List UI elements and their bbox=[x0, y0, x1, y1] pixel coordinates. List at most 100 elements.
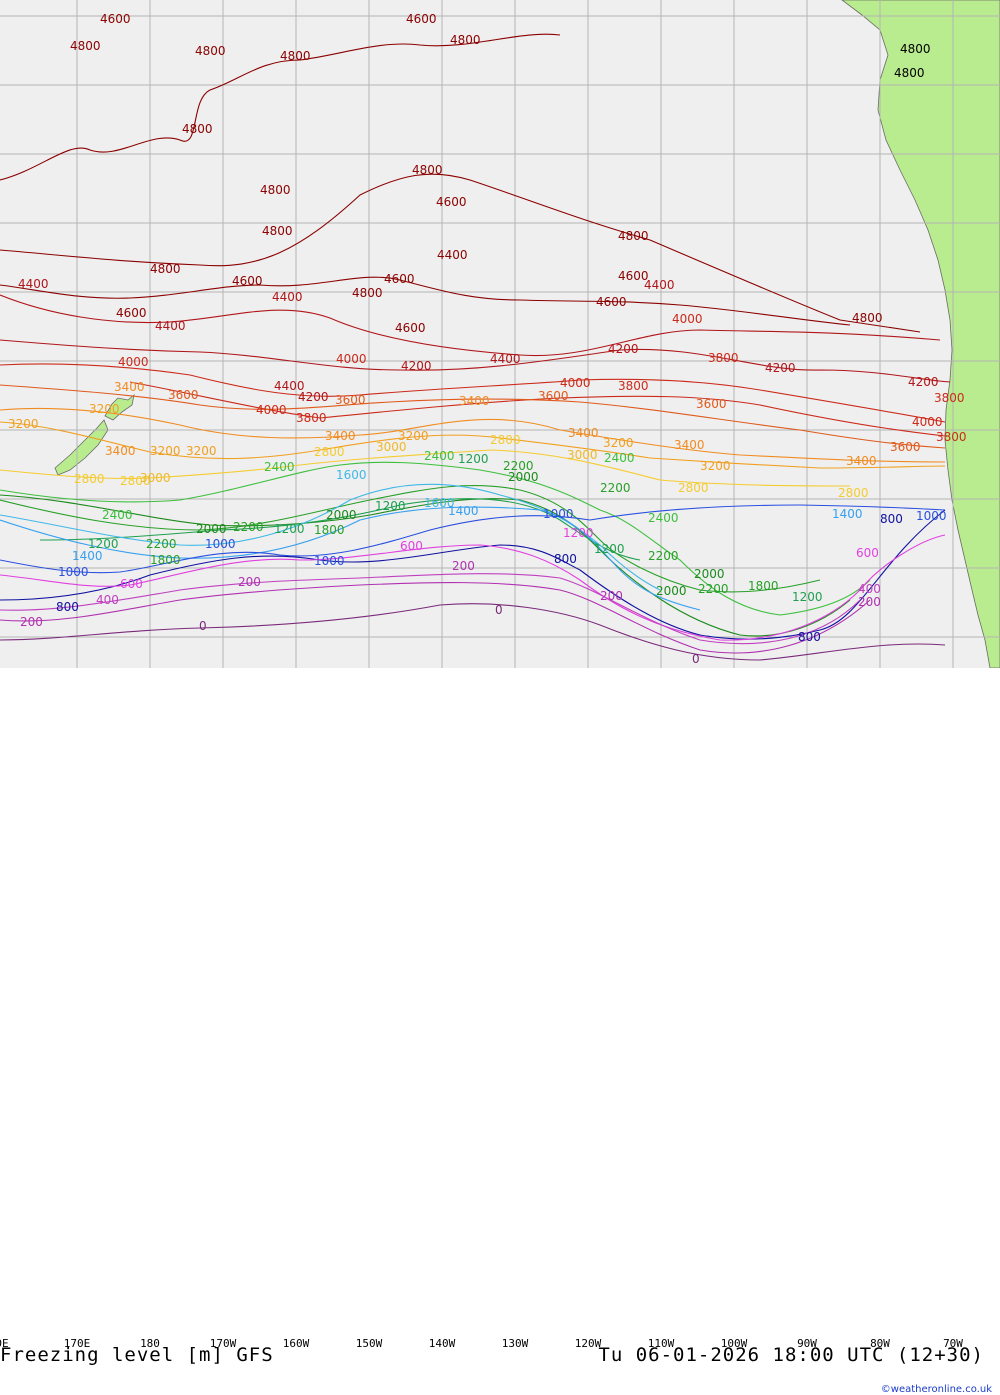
contour-label-1000: 1000 bbox=[58, 565, 89, 579]
contour-label-4600: 4600 bbox=[116, 306, 147, 320]
contour-label-4000: 4000 bbox=[560, 376, 591, 390]
valid-time: Tu 06-01-2026 18:00 UTC (12+30) bbox=[598, 1344, 984, 1366]
lon-tick: 120W bbox=[574, 1337, 602, 1350]
contour-3600 bbox=[0, 384, 946, 449]
graticule bbox=[0, 0, 1000, 668]
contour-label-200: 200 bbox=[238, 575, 261, 589]
contour-label-3400: 3400 bbox=[674, 438, 705, 452]
contour-label-1600: 1200 bbox=[594, 542, 625, 556]
contour-label-800: 800 bbox=[798, 630, 821, 644]
contour-label-2800: 2800 bbox=[120, 474, 151, 488]
contour-3400 bbox=[0, 407, 946, 463]
contour-label-4400: 4400 bbox=[18, 277, 49, 291]
contour-label-3400: 3400 bbox=[846, 454, 877, 468]
contour-200 bbox=[0, 582, 871, 654]
contour-label-2400: 2400 bbox=[264, 460, 295, 474]
south-america-land bbox=[841, 0, 1000, 668]
contour-label-4400: 4400 bbox=[490, 352, 521, 366]
contour-label-800: 800 bbox=[56, 600, 79, 614]
contour-4600 bbox=[0, 276, 851, 326]
contour-label-3200: 3200 bbox=[89, 402, 120, 416]
lon-tick: 160W bbox=[282, 1337, 310, 1350]
contour-label-200: 200 bbox=[20, 615, 43, 629]
contour-label-2400: 2400 bbox=[424, 449, 455, 463]
contour-label-0: 0 bbox=[692, 652, 700, 666]
contour-label-4400: 4400 bbox=[274, 379, 305, 393]
contour-label-400: 400 bbox=[858, 582, 881, 596]
map-footer: 0E 170E 180 170W 160W 150W 140W 130W 120… bbox=[0, 668, 1000, 1395]
contour-label-2000: 2000 bbox=[694, 567, 725, 581]
contour-label-3800: 3800 bbox=[296, 411, 327, 425]
contour-4000 bbox=[0, 363, 946, 423]
contour-4800-north bbox=[0, 33, 561, 181]
contour-label-3200: 3200 bbox=[8, 417, 39, 431]
contour-label-4800: 4800 bbox=[182, 122, 213, 136]
contour-3200 bbox=[0, 421, 946, 469]
contour-labels: 4800 4600 4800 4800 4600 4800 4800 4800 … bbox=[8, 12, 967, 666]
contour-label-4800: 4800 bbox=[450, 33, 481, 47]
contour-label-800: 800 bbox=[554, 552, 577, 566]
contour-4800-mid bbox=[0, 173, 921, 333]
contour-label-1600: 1200 bbox=[88, 537, 119, 551]
contour-1200 bbox=[0, 506, 701, 611]
contour-label-3200: 3200 bbox=[150, 444, 181, 458]
contour-0 bbox=[0, 603, 946, 661]
contour-label-200: 200 bbox=[600, 589, 623, 603]
contour-label-3400: 3400 bbox=[325, 429, 356, 443]
contour-3800 bbox=[129, 381, 946, 437]
contour-label-4800: 4800 bbox=[900, 42, 931, 56]
contour-label-0: 0 bbox=[199, 619, 207, 633]
contour-label-3400: 3400 bbox=[114, 380, 145, 394]
credit-link[interactable]: ©weatheronline.co.uk bbox=[880, 1384, 992, 1395]
contour-label-2600: 2800 bbox=[838, 486, 869, 500]
contour-label-2800: 2800 bbox=[678, 481, 709, 495]
contour-label-4800: 4800 bbox=[70, 39, 101, 53]
contour-label-1600: 1200 bbox=[792, 590, 823, 604]
contour-label-2000: 2000 bbox=[196, 522, 227, 536]
contour-label-3000: 3000 bbox=[567, 448, 598, 462]
contour-label-0: 0 bbox=[495, 603, 503, 617]
contour-label-4200: 4200 bbox=[608, 342, 639, 356]
contour-4400 bbox=[0, 294, 941, 357]
contour-4200 bbox=[0, 339, 951, 383]
contour-label-4800: 4800 bbox=[412, 163, 443, 177]
contour-label-2000: 2000 bbox=[656, 584, 687, 598]
contour-label-2200: 2200 bbox=[698, 582, 729, 596]
lon-tick: 140W bbox=[428, 1337, 456, 1350]
contour-label-2200: 2200 bbox=[600, 481, 631, 495]
contour-label-4800: 4800 bbox=[352, 286, 383, 300]
contour-label-1800: 1800 bbox=[150, 553, 181, 567]
contour-1000 bbox=[0, 504, 946, 574]
contour-label-4200: 4200 bbox=[298, 390, 329, 404]
contour-1600 bbox=[39, 498, 641, 561]
contour-label-4800: 4800 bbox=[150, 262, 181, 276]
contour-800 bbox=[0, 509, 946, 640]
contour-label-3600: 3600 bbox=[335, 393, 366, 407]
contour-label-2200: 2200 bbox=[233, 520, 264, 534]
contour-label-4000: 4000 bbox=[672, 312, 703, 326]
contour-label-2400: 2400 bbox=[648, 511, 679, 525]
contour-2200 bbox=[0, 484, 821, 593]
contour-label-3200: 3200 bbox=[186, 444, 217, 458]
contour-label-2200: 2200 bbox=[146, 537, 177, 551]
contour-label-600: 600 bbox=[856, 546, 879, 560]
contour-label-4000: 4000 bbox=[118, 355, 149, 369]
contour-1400 bbox=[0, 483, 661, 591]
lon-tick: 150W bbox=[355, 1337, 383, 1350]
contour-label-4600: 4600 bbox=[436, 195, 467, 209]
contour-label-400: 400 bbox=[96, 593, 119, 607]
lon-tick: 130W bbox=[501, 1337, 529, 1350]
contour-label-4400: 4400 bbox=[437, 248, 468, 262]
contour-label-200: 200 bbox=[858, 595, 881, 609]
contour-label-1600: 1200 bbox=[375, 499, 406, 513]
contour-lines bbox=[0, 33, 951, 661]
contour-label-4000: 4000 bbox=[912, 415, 943, 429]
contour-label-1600: 1200 bbox=[458, 452, 489, 466]
contour-label-3000: 3000 bbox=[140, 471, 171, 485]
contour-label-3200: 3200 bbox=[398, 429, 429, 443]
contour-label-4800: 4800 bbox=[894, 66, 925, 80]
contour-400 bbox=[0, 573, 861, 645]
contour-label-2800: 2800 bbox=[490, 433, 521, 447]
contour-label-3600: 3600 bbox=[890, 440, 921, 454]
contour-label-1400: 1600 bbox=[424, 496, 455, 510]
